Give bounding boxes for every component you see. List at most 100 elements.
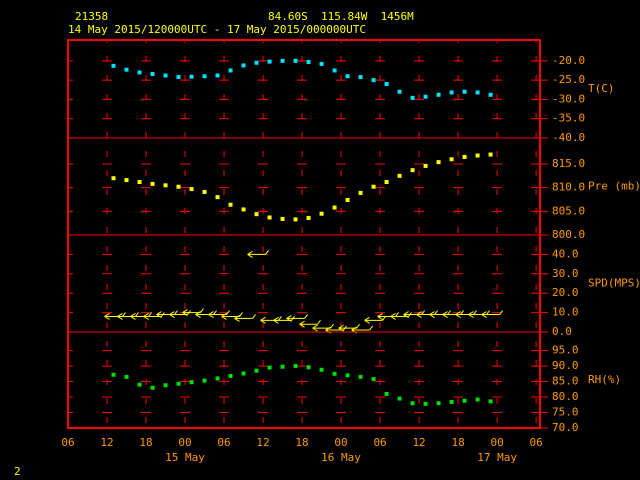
wind-arrow	[286, 314, 308, 322]
wind-arrow	[390, 312, 412, 320]
data-point	[111, 372, 116, 377]
data-point	[124, 374, 129, 379]
y-tick-label: 40.0	[552, 247, 579, 260]
wind-arrow	[481, 310, 503, 318]
panel-label: SPD(MPS)	[588, 277, 640, 290]
y-tick-label: 0.0	[552, 325, 572, 338]
data-point	[449, 157, 454, 162]
x-tick-label: 12	[412, 436, 425, 449]
wind-arrow	[169, 310, 191, 318]
wind-arrow	[403, 310, 425, 318]
data-point	[215, 73, 220, 78]
date-label: 15 May	[165, 451, 205, 464]
data-point	[150, 71, 155, 76]
data-point	[397, 173, 402, 178]
wind-arrow	[416, 310, 438, 318]
data-point	[228, 68, 233, 73]
data-point	[163, 73, 168, 78]
y-tick-label: 10.0	[552, 306, 579, 319]
y-tick-label: 30.0	[552, 267, 579, 280]
data-point	[280, 216, 285, 221]
wind-arrow	[208, 310, 230, 318]
data-point	[137, 180, 142, 185]
wind-arrow	[429, 310, 451, 318]
data-point	[267, 215, 272, 220]
data-point	[358, 190, 363, 195]
data-point	[371, 184, 376, 189]
wind-arrow	[338, 323, 360, 332]
data-point	[319, 211, 324, 216]
data-point	[371, 377, 376, 382]
data-point	[462, 398, 467, 403]
data-point	[202, 378, 207, 383]
data-point	[345, 74, 350, 79]
data-point	[384, 391, 389, 396]
data-point	[176, 381, 181, 386]
panel-label: Pre (mb)	[588, 180, 640, 193]
wind-arrow	[156, 310, 178, 318]
wind-arrow	[130, 312, 152, 320]
data-point	[475, 90, 480, 95]
data-point	[358, 75, 363, 80]
data-point	[241, 371, 246, 376]
data-point	[137, 382, 142, 387]
data-point	[397, 396, 402, 401]
data-point	[293, 58, 298, 63]
data-point	[345, 373, 350, 378]
data-point	[124, 178, 129, 183]
wind-arrow	[364, 316, 386, 324]
data-point	[462, 154, 467, 159]
data-point	[163, 183, 168, 188]
data-point	[332, 68, 337, 73]
data-point	[410, 401, 415, 406]
panel-label: RH(%)	[588, 373, 621, 386]
data-point	[202, 189, 207, 194]
wind-arrow	[104, 312, 126, 320]
wind-arrow	[143, 312, 165, 320]
y-tick-label: 815.0	[552, 157, 585, 170]
data-point	[163, 383, 168, 388]
wind-arrow	[299, 319, 321, 328]
x-tick-label: 00	[178, 436, 191, 449]
data-point	[254, 212, 259, 217]
wind-arrow	[351, 325, 373, 334]
y-tick-label: -30.0	[552, 92, 585, 105]
x-tick-label: 18	[139, 436, 152, 449]
data-point	[371, 78, 376, 83]
x-tick-label: 06	[529, 436, 542, 449]
wind-arrow	[182, 308, 204, 317]
wind-arrow	[442, 310, 464, 318]
data-point	[124, 67, 129, 72]
data-point	[436, 92, 441, 97]
data-point	[397, 89, 402, 94]
data-point	[384, 180, 389, 185]
data-point	[332, 371, 337, 376]
data-point	[215, 376, 220, 381]
data-point	[449, 399, 454, 404]
x-tick-label: 00	[490, 436, 503, 449]
y-tick-label: 20.0	[552, 286, 579, 299]
y-tick-label: 70.0	[552, 421, 579, 434]
data-point	[332, 205, 337, 210]
data-point	[202, 74, 207, 79]
data-point	[423, 94, 428, 99]
x-tick-label: 06	[61, 436, 74, 449]
data-point	[293, 217, 298, 222]
wind-arrow	[247, 250, 269, 258]
y-tick-label: -40.0	[552, 131, 585, 144]
wind-arrow	[312, 323, 334, 332]
wind-arrow	[377, 312, 399, 320]
wind-arrow	[260, 316, 282, 324]
wind-arrow	[221, 312, 243, 320]
data-point	[345, 197, 350, 202]
data-point	[176, 75, 181, 80]
x-tick-label: 06	[217, 436, 230, 449]
y-tick-label: 805.0	[552, 204, 585, 217]
x-tick-label: 12	[256, 436, 269, 449]
data-point	[111, 63, 116, 68]
data-point	[189, 74, 194, 79]
y-tick-label: 810.0	[552, 181, 585, 194]
